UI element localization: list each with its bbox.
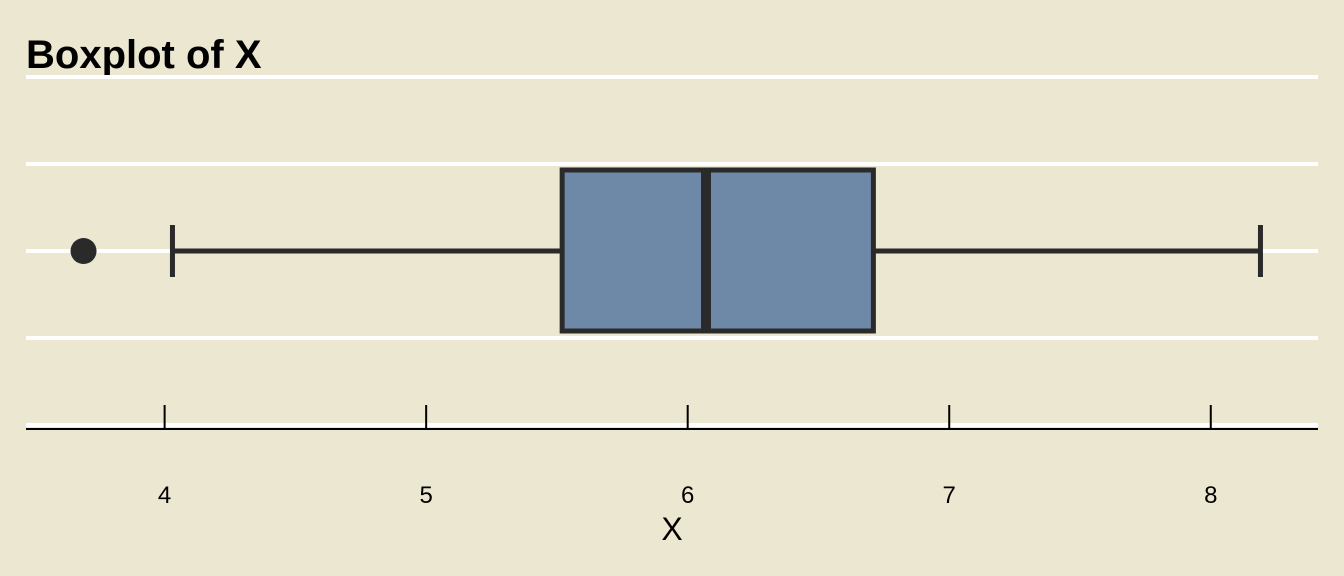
box-plot [70, 167, 1263, 334]
x-tick-label-6: 6 [681, 482, 694, 509]
x-axis-title: X [661, 511, 682, 547]
x-tick-label-7: 7 [943, 482, 956, 509]
iqr-box [559, 167, 876, 334]
x-tick-label-4: 4 [158, 482, 171, 509]
x-tick-label-5: 5 [419, 482, 432, 509]
x-axis-ticks: 4 5 6 7 8 [158, 405, 1217, 509]
outlier-point-0 [70, 238, 97, 264]
chart-title: Boxplot of X [26, 33, 262, 77]
x-tick-label-8: 8 [1204, 482, 1217, 509]
